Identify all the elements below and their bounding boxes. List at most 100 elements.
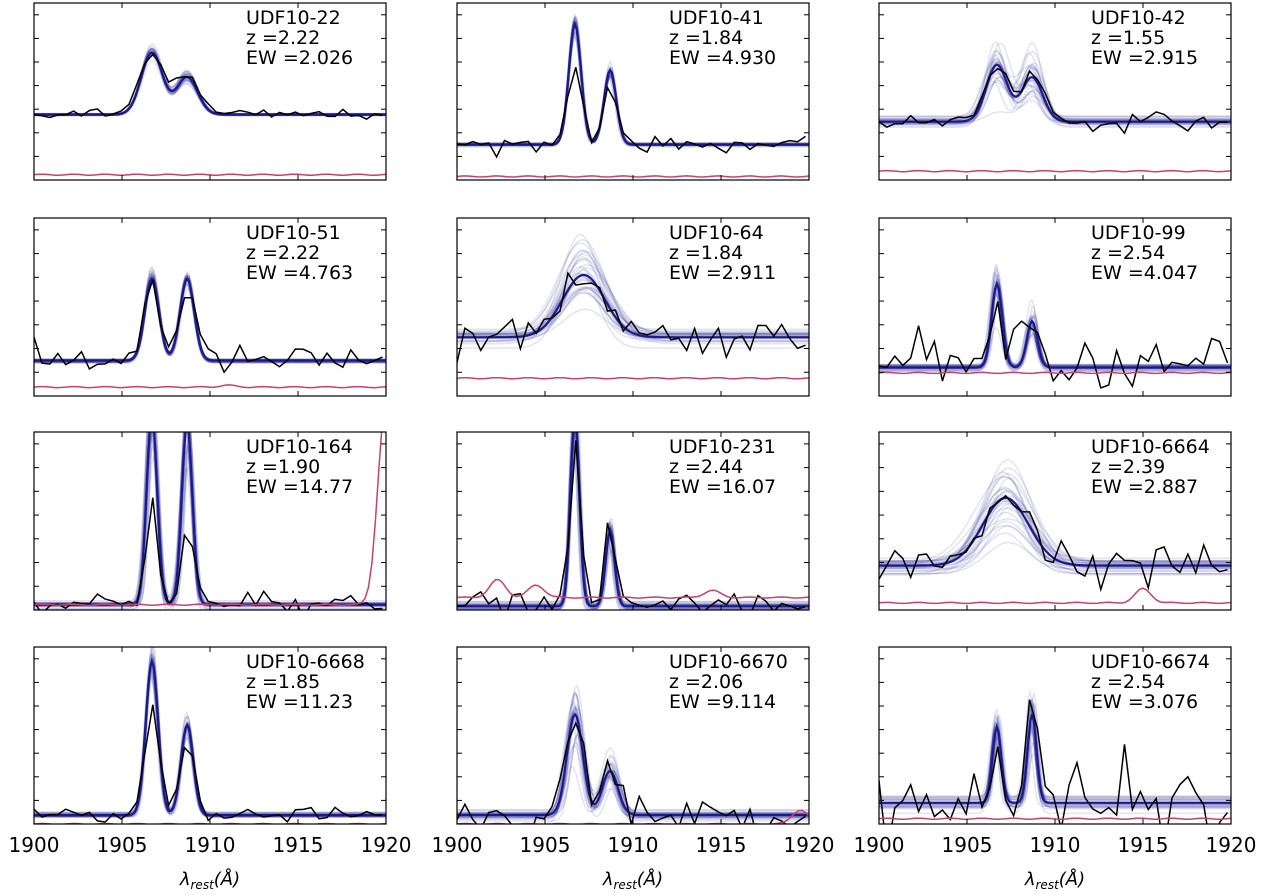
model-sample-line (457, 275, 809, 336)
model-sample-line (879, 280, 1231, 368)
model-sample-line (34, 671, 386, 815)
model-sample-line (879, 704, 1231, 797)
model-sample-line (879, 525, 1231, 576)
model-sample-line (879, 50, 1231, 125)
noise-spectrum-line (34, 432, 383, 606)
model-sample-line (879, 511, 1231, 572)
model-sample-line (879, 279, 1231, 368)
model-sample-line (457, 286, 809, 335)
panel-label-z: z =2.44 (669, 456, 743, 478)
model-sample-line (34, 60, 386, 117)
model-sample-line (879, 279, 1231, 366)
panel-label-ew: EW =16.07 (669, 476, 776, 498)
model-best-line (457, 273, 809, 339)
model-sample-line (34, 273, 386, 361)
model-sample-line (457, 713, 809, 815)
model-sample-line (879, 283, 1231, 372)
model-sample-line (34, 661, 386, 818)
model-sample-line (34, 432, 386, 604)
model-sample-line (457, 706, 809, 815)
noise-spectrum-line (879, 371, 1231, 375)
panel-label-z: z =1.84 (669, 27, 743, 49)
panel-label-ew: EW =9.114 (669, 691, 776, 713)
model-sample-line (34, 432, 386, 606)
model-sample-line (34, 662, 386, 817)
model-sample-line (879, 271, 1231, 370)
panel-frame (878, 2, 1232, 181)
model-sample-line (457, 742, 809, 819)
model-sample-line (457, 432, 809, 605)
model-sample-line (879, 290, 1231, 366)
model-sample-line (457, 25, 809, 147)
model-sample-line (457, 432, 809, 605)
model-sample-line (879, 263, 1231, 367)
model-sample-line (34, 662, 386, 817)
x-tick-label: 1920 (361, 833, 412, 857)
model-sample-line (457, 18, 809, 144)
model-sample-line (457, 432, 809, 606)
panel-label-z: z =1.55 (1091, 27, 1165, 49)
model-sample-line (457, 286, 809, 334)
model-sample-line (34, 272, 386, 362)
model-sample-line (457, 708, 809, 816)
panel-frame (33, 431, 387, 611)
model-sample-line (879, 497, 1231, 575)
model-sample-line (34, 663, 386, 814)
panel-label-ew: EW =4.930 (669, 47, 776, 69)
model-sample-line (34, 276, 386, 362)
model-sample-line (457, 15, 809, 145)
model-sample-line (879, 716, 1231, 809)
model-sample-line (34, 274, 386, 362)
panel-frame (33, 2, 387, 181)
model-sample-line (34, 278, 386, 362)
model-sample-line (879, 709, 1231, 807)
panel-frame (33, 646, 387, 825)
model-sample-line (879, 702, 1231, 808)
model-sample-line (457, 22, 809, 146)
model-sample-line (879, 302, 1231, 368)
model-sample-line (879, 288, 1231, 368)
model-sample-line (879, 499, 1231, 565)
panel-label-name: UDF10-64 (669, 222, 764, 244)
model-sample-line (879, 541, 1231, 575)
model-sample-line (34, 270, 386, 361)
model-sample-line (879, 292, 1231, 368)
model-sample-line (879, 494, 1231, 564)
model-sample-line (34, 656, 386, 817)
model-sample-line (457, 715, 809, 817)
model-sample-line (879, 467, 1231, 563)
model-sample-line (34, 432, 386, 605)
model-sample-line (457, 22, 809, 146)
panel-label-ew: EW =2.915 (1091, 47, 1198, 69)
panel-plot (34, 265, 386, 389)
model-sample-line (457, 21, 809, 147)
x-tick-label: 1915 (273, 833, 324, 857)
model-sample-line (34, 274, 386, 362)
model-sample-line (34, 651, 386, 817)
model-sample-line (879, 302, 1231, 368)
model-sample-line (879, 277, 1231, 367)
model-sample-line (457, 258, 809, 342)
data-spectrum-line (34, 704, 383, 823)
model-sample-line (457, 15, 809, 145)
model-sample-line (457, 442, 809, 610)
model-sample-line (457, 258, 809, 343)
model-sample-line (457, 239, 809, 333)
x-tick-label: 1900 (432, 833, 483, 857)
model-sample-line (457, 734, 809, 814)
model-sample-line (34, 654, 386, 818)
model-sample-line (457, 273, 809, 340)
model-sample-line (879, 475, 1231, 562)
panel-plot (34, 432, 386, 610)
model-sample-line (457, 744, 809, 814)
model-sample-line (34, 432, 386, 604)
model-sample-line (457, 707, 809, 814)
model-sample-line (34, 668, 386, 815)
model-sample-line (34, 432, 386, 605)
model-sample-line (879, 288, 1231, 368)
model-sample-line (457, 717, 809, 818)
model-sample-line (34, 668, 386, 814)
model-sample-line (34, 270, 386, 363)
panel-label-name: UDF10-231 (669, 436, 776, 458)
